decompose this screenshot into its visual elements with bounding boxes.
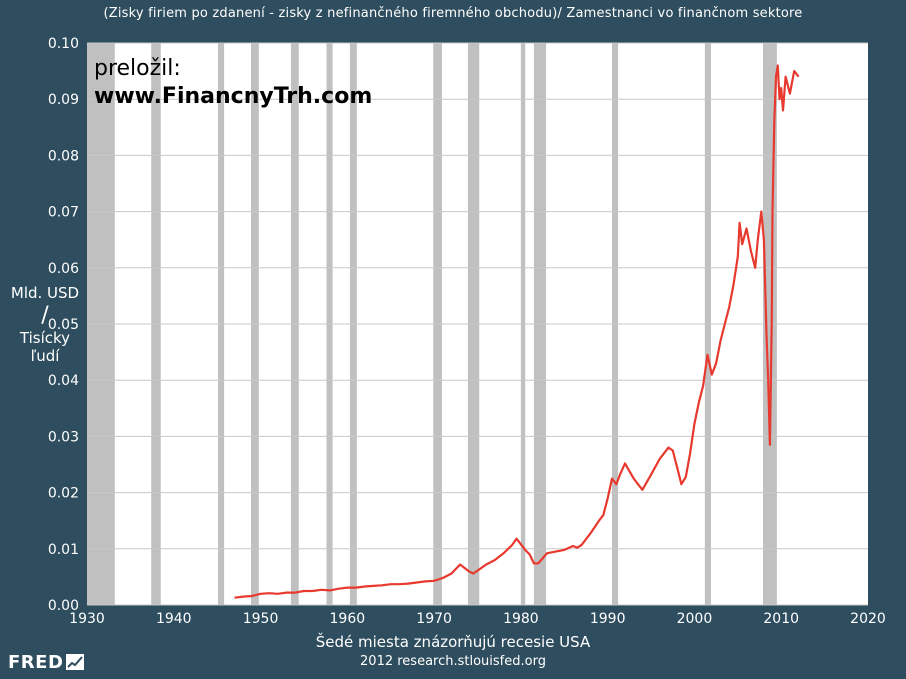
y-tick-label: 0.04 [48, 373, 79, 389]
watermark-translated-by: preložil: [94, 56, 181, 81]
y-axis-label: Mld. USD / Tisícky ľudí [0, 286, 90, 364]
x-tick-label: 1950 [243, 611, 279, 627]
y-axis-label-line2: / [41, 303, 49, 328]
x-axis-label: Šedé miesta znázorňujú recesie USA [315, 633, 591, 651]
watermark-url: www.FinancnyTrh.com [94, 84, 373, 109]
y-tick-label: 0.01 [48, 542, 79, 558]
grid [87, 42, 868, 606]
series-line [234, 64, 800, 599]
fred-logo[interactable]: FRED [8, 651, 85, 673]
chart-title: (Zisky firiem po zdanení - zisky z nefin… [103, 6, 803, 21]
x-tick-label: 2010 [763, 611, 799, 627]
y-tick-label: 0.10 [48, 36, 79, 52]
x-tick-label: 1970 [416, 611, 452, 627]
x-tick-label: 2000 [677, 611, 713, 627]
y-tick-label: 0.00 [48, 598, 79, 614]
series-layer [234, 64, 800, 599]
y-tick-label: 0.07 [48, 205, 79, 221]
y-tick-label: 0.03 [48, 429, 79, 445]
y-tick-label: 0.05 [48, 317, 79, 333]
x-tick-label: 2020 [850, 611, 886, 627]
fred-logo-text: FRED [8, 651, 64, 673]
x-tick-label: 1940 [156, 611, 192, 627]
x-tick-label: 1960 [330, 611, 366, 627]
y-tick-label: 0.02 [48, 486, 79, 502]
y-tick-label: 0.06 [48, 261, 79, 277]
y-axis-label-line1: Mld. USD [10, 284, 80, 302]
x-tick-label: 1980 [503, 611, 539, 627]
fred-chart-icon [66, 654, 85, 670]
source-note: 2012 research.stlouisfed.org [360, 654, 546, 669]
y-tick-label: 0.09 [48, 92, 79, 108]
x-tick-label: 1930 [69, 611, 105, 627]
y-axis-label-line4: ľudí [30, 347, 60, 365]
x-tick-label: 1990 [590, 611, 626, 627]
y-axis-label-line3: Tisícky [19, 329, 71, 347]
tick-labels: 0.00 0.01 0.02 0.03 0.04 0.05 0.06 0.07 0.08 0.09… [48, 36, 886, 627]
y-tick-label: 0.08 [48, 148, 79, 164]
